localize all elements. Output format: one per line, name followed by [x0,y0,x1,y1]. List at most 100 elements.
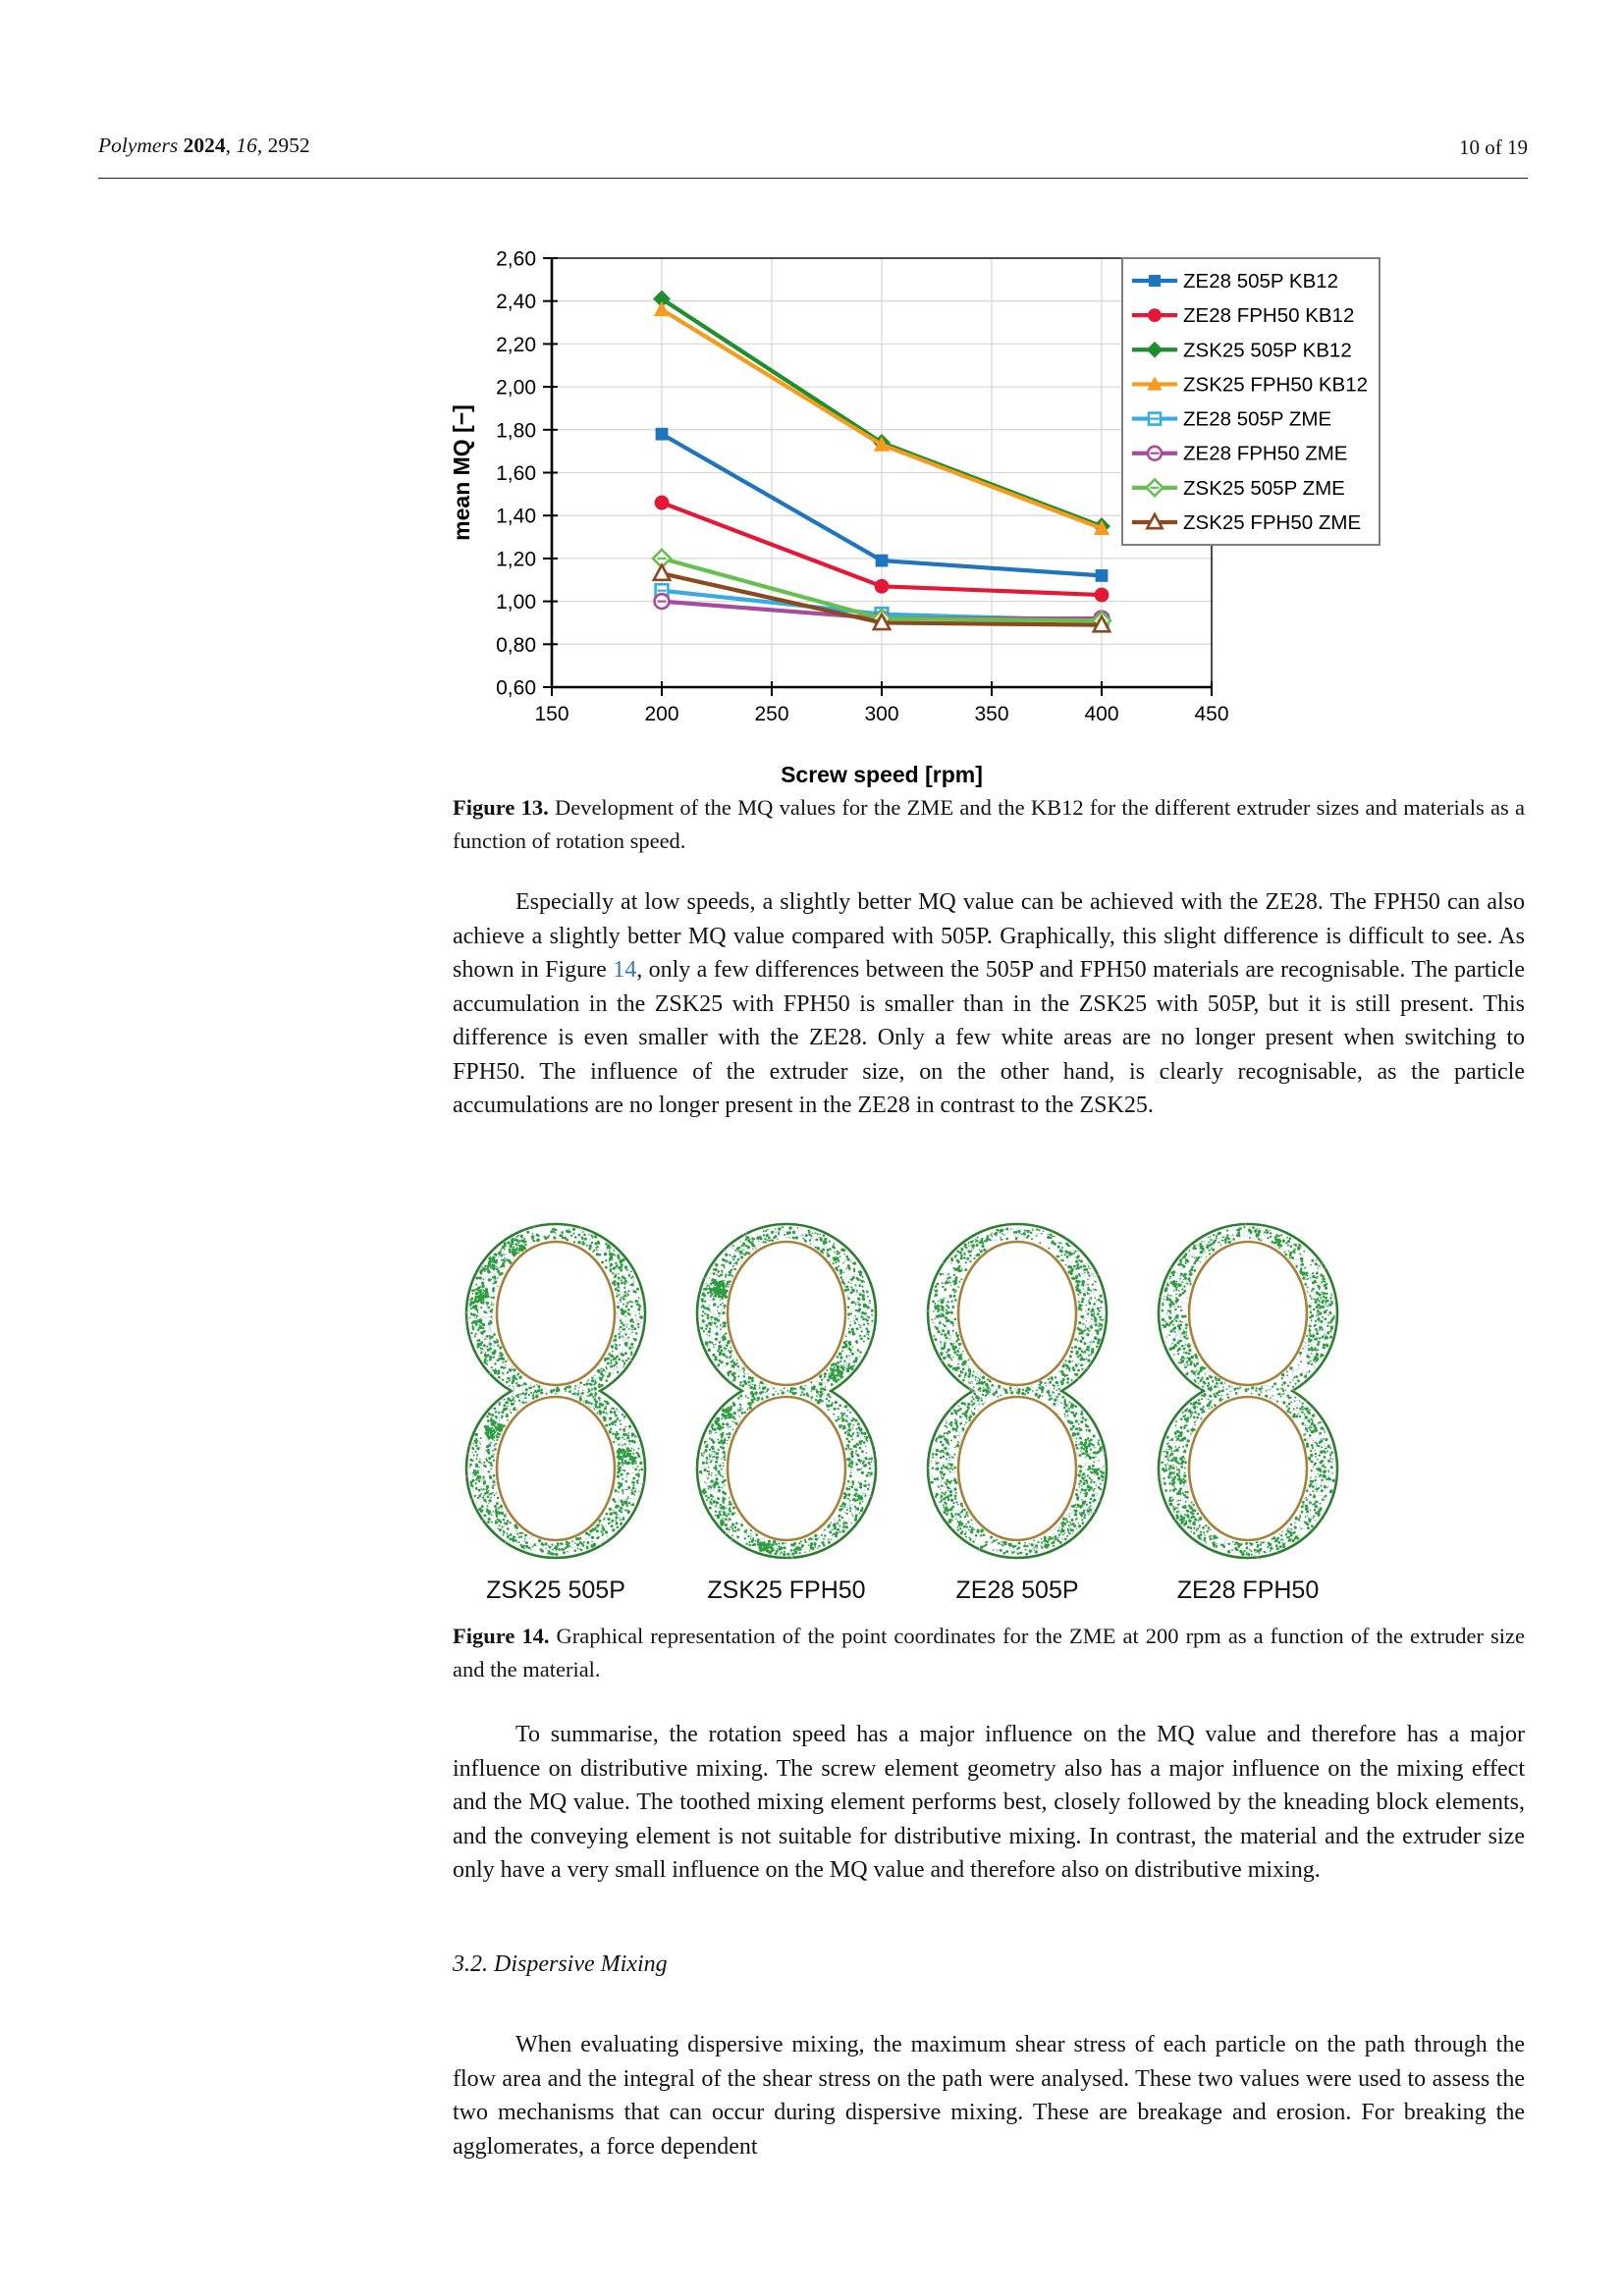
particle-dots [1161,1226,1335,1556]
cross-section-label: ZSK25 FPH50 [707,1576,866,1604]
legend-label: ZE28 FPH50 ZME [1183,443,1347,465]
legend-entry: ZSK25 505P KB12 [1132,339,1352,361]
particle-dots [930,1227,1106,1556]
svg-text:2,00: 2,00 [496,377,536,400]
header-rule [98,178,1528,179]
particle-dots [468,1227,644,1557]
svg-text:2,60: 2,60 [496,248,536,271]
body-paragraph-2: To summarise, the rotation speed has a m… [453,1722,1525,1883]
screw-hole [726,1395,847,1542]
svg-text:350: 350 [974,703,1008,725]
extruder-cross-section-image [693,1220,880,1571]
series-marker [1094,587,1110,603]
svg-text:1,20: 1,20 [496,548,536,570]
legend-entry: ZE28 505P KB12 [1132,270,1338,293]
legend-label: ZE28 FPH50 KB12 [1183,304,1354,327]
svg-text:1,00: 1,00 [496,591,536,614]
series-marker [1147,411,1163,426]
running-head: Polymers 2024, 16, 2952 [98,133,310,157]
series-marker [875,554,889,567]
svg-text:0,60: 0,60 [496,677,536,700]
series-marker [1091,614,1112,633]
legend-label: ZE28 505P KB12 [1183,270,1338,293]
mq-chart-svg: 0,60 0,80 1,00 1,20 1,40 1,60 1,80 2,00 2,20 2,40… [449,248,1380,787]
extruder-cross-section-image [1155,1220,1341,1571]
body-paragraph-3: When evaluating dispersive mixing, the m… [453,2032,1525,2160]
series-marker [1149,275,1161,287]
series-marker [651,561,673,582]
figure14-link[interactable]: 14 [613,957,637,983]
screw-hole [495,1395,617,1542]
body-paragraph-1: Especially at low speeds, a slightly bet… [453,889,1526,1118]
screw-hole [956,1395,1078,1542]
series-marker [1147,376,1163,391]
svg-text:1,60: 1,60 [496,462,536,485]
svg-text:0,80: 0,80 [496,634,536,657]
extruder-cross-section-figure: ZE28 FPH50 [1155,1220,1341,1605]
figure14-caption-label: Figure 14. [453,1624,550,1648]
series-marker [874,578,890,594]
series-zsk25-fph50-kb12 [653,300,1110,535]
cross-section-svg [1157,1221,1339,1561]
series-marker [871,612,893,631]
figure13-caption-text: Development of the MQ values for the ZME… [453,795,1525,853]
legend-entry: ZE28 FPH50 ZME [1132,443,1347,465]
y-axis-title: mean MQ [−] [449,404,474,541]
series-ze28-505p-kb12 [655,427,1109,582]
screw-hole [1187,1240,1309,1387]
section-heading: 3.2. Dispersive Mixing [453,1951,668,1977]
figure14-caption: Figure 14. Graphical representation of t… [453,1620,1525,1686]
svg-text:150: 150 [534,703,568,725]
extruder-cross-section-image [924,1220,1110,1571]
figure13-caption: Figure 13. Development of the MQ values … [453,791,1525,858]
figure13-caption-label: Figure 13. [453,795,549,820]
svg-text:200: 200 [644,703,678,725]
journal-article-number: , 2952 [256,133,310,157]
cross-section-label: ZE28 505P [955,1576,1079,1604]
screw-hole [495,1240,617,1387]
screw-hole [726,1240,847,1387]
legend-label: ZSK25 505P ZME [1183,477,1345,500]
svg-text:1,40: 1,40 [496,506,536,528]
series-marker [1093,519,1110,535]
series-marker [655,427,669,441]
series-marker [654,495,670,510]
cross-section-svg [924,1222,1109,1560]
journal-year: 2024 [183,133,226,157]
legend-entry: ZSK25 FPH50 ZME [1132,511,1361,534]
particle-dots [698,1226,874,1557]
legend-entry: ZE28 505P ZME [1132,408,1331,431]
cross-section-label: ZE28 FPH50 [1176,1576,1320,1604]
series-ze28-fph50-kb12 [654,495,1110,603]
series-marker [873,436,891,452]
svg-text:250: 250 [754,703,788,725]
svg-text:2,20: 2,20 [496,334,536,356]
legend-label: ZSK25 FPH50 ZME [1183,511,1361,534]
extruder-cross-section-figure: ZE28 505P [924,1220,1110,1605]
svg-text:300: 300 [864,703,898,725]
svg-text:2,40: 2,40 [496,291,536,313]
x-axis-title: Screw speed [rpm] [781,762,983,787]
legend-label: ZE28 505P ZME [1183,408,1331,431]
legend-label: ZSK25 FPH50 KB12 [1183,373,1368,396]
series-marker [653,592,671,611]
screw-hole [956,1240,1078,1387]
cross-section-label: ZSK25 505P [486,1576,625,1604]
cross-section-svg [695,1222,878,1560]
series-marker [653,300,671,317]
chart-legend: ZE28 505P KB12 ZE28 FPH50 KB12 ZSK25 505P … [1121,257,1380,546]
svg-text:400: 400 [1084,703,1118,725]
figure14-caption-text: Graphical representation of the point co… [453,1624,1526,1682]
series-marker [1145,511,1164,530]
axis-ticks-and-labels: 0,60 0,80 1,00 1,20 1,40 1,60 1,80 2,00 2,20 2,40… [496,248,1228,726]
journal-name: Polymers [98,133,179,157]
extruder-cross-section-figure: ZSK25 FPH50 [693,1220,880,1605]
series-marker [1148,308,1162,323]
legend-entry: ZSK25 FPH50 KB12 [1132,373,1368,396]
legend-entry: ZSK25 505P ZME [1132,477,1345,500]
series-marker [1144,477,1165,499]
series-marker [1146,445,1164,461]
series-zsk25-fph50-zme [651,561,1112,633]
svg-text:1,80: 1,80 [496,419,536,442]
